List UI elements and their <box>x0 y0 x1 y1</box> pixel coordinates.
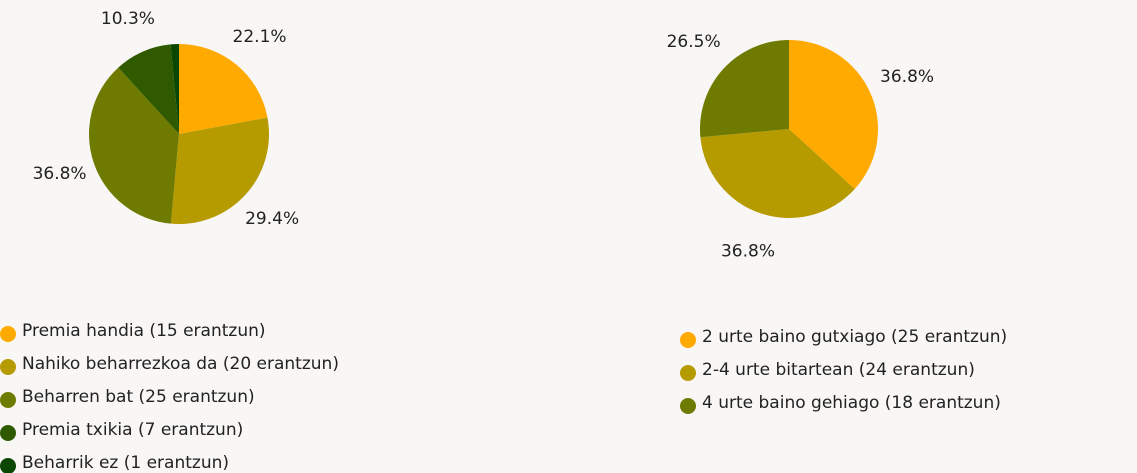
legend-label: Premia txikia (7 erantzun) <box>22 420 243 440</box>
pie-slice <box>789 40 878 189</box>
pie-slice <box>700 40 789 138</box>
legend-swatch <box>680 398 696 414</box>
legend-swatch <box>0 326 16 342</box>
legend-label: Beharrik ez (1 erantzun) <box>22 453 229 473</box>
legend-swatch <box>0 359 16 375</box>
legend-swatch <box>0 392 16 408</box>
pie-slice <box>118 44 179 135</box>
legend-label: 2 urte baino gutxiago (25 erantzun) <box>702 327 1007 347</box>
legend-label: Beharren bat (25 erantzun) <box>22 387 255 407</box>
pie-slice <box>700 129 855 218</box>
legend-swatch <box>0 458 16 473</box>
legend-label: 2-4 urte bitartean (24 erantzun) <box>702 360 975 380</box>
slice-label: 36.8% <box>721 241 775 261</box>
legend-label: Premia handia (15 erantzun) <box>22 321 266 341</box>
legend-swatch <box>680 365 696 381</box>
slice-label: 36.8% <box>33 164 87 184</box>
slice-label: 36.8% <box>880 67 934 87</box>
pie-slice <box>88 67 179 224</box>
pie-slice <box>179 44 268 134</box>
legend-swatch <box>0 425 16 441</box>
pie-slice <box>170 117 270 224</box>
slice-label: 10.3% <box>101 9 155 29</box>
legend-swatch <box>680 332 696 348</box>
pie-slice <box>170 44 179 134</box>
legend-label: Nahiko beharrezkoa da (20 erantzun) <box>22 354 339 374</box>
legend-label: 4 urte baino gehiago (18 erantzun) <box>702 393 1001 413</box>
slice-label: 22.1% <box>233 27 287 47</box>
slice-label: 29.4% <box>245 209 299 229</box>
slice-label: 26.5% <box>667 32 721 52</box>
